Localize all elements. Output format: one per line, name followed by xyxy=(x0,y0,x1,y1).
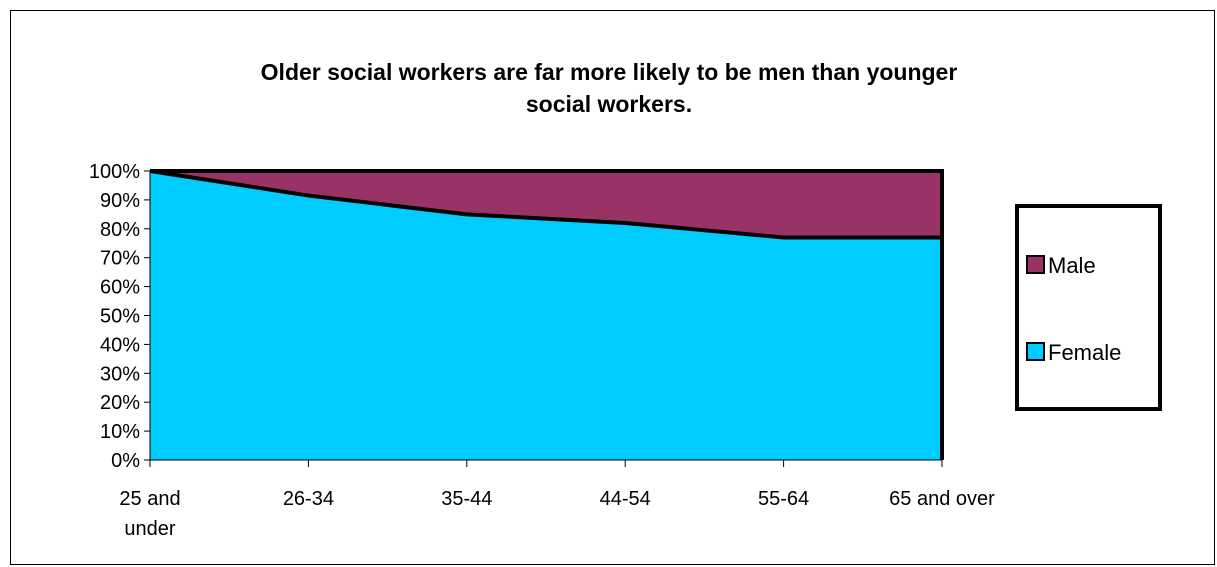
legend-label-male: Male xyxy=(1048,253,1096,278)
x-tick-label: under xyxy=(124,518,175,540)
legend: Male Female xyxy=(1015,204,1162,411)
series-boundary-line xyxy=(149,169,942,240)
x-tick-label: 25 and xyxy=(119,488,180,510)
plot-area xyxy=(149,169,944,460)
y-tick-label: 0% xyxy=(111,450,140,472)
chart-title-line: Older social workers are far more likely… xyxy=(261,59,958,85)
y-tick-label: 70% xyxy=(100,248,140,270)
y-tick-label: 80% xyxy=(100,219,140,241)
y-tick-label: 40% xyxy=(100,334,140,356)
x-tick-label: 44-54 xyxy=(600,488,651,510)
area-outline xyxy=(150,169,944,460)
axes: 0% 10% 20% 30% 40% 50% 60% 70% 80% 90% 100% 25 and u… xyxy=(89,161,995,540)
y-tick-label: 90% xyxy=(100,190,140,212)
y-tick-label: 50% xyxy=(100,306,140,328)
y-tick-label: 30% xyxy=(100,363,140,385)
y-tick-label: 100% xyxy=(89,161,140,183)
y-tick-label: 20% xyxy=(100,392,140,414)
y-tick-label: 10% xyxy=(100,421,140,443)
x-tick-label: 35-44 xyxy=(441,488,492,510)
female-area xyxy=(150,171,942,460)
y-tick-label: 60% xyxy=(100,277,140,299)
x-tick-label: 26-34 xyxy=(283,488,334,510)
x-tick-label: 55-64 xyxy=(758,488,809,510)
legend-swatch-female xyxy=(1026,342,1045,361)
legend-swatch-male xyxy=(1026,255,1045,274)
chart-title-line: social workers. xyxy=(526,91,692,117)
chart-title: Older social workers are far more likely… xyxy=(261,59,958,117)
x-tick-label: 65 and over xyxy=(889,488,995,510)
legend-label-female: Female xyxy=(1048,340,1121,365)
legend-box xyxy=(1015,204,1162,411)
